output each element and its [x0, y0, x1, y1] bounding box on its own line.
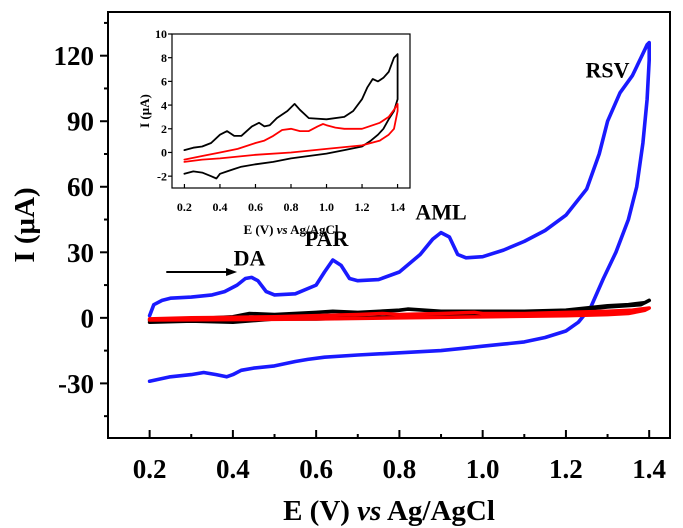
y-tick-label: 0	[81, 303, 95, 333]
x-tick-label: 1.4	[390, 200, 405, 214]
x-tick-label: 0.2	[177, 200, 192, 214]
y-tick-label: 10	[155, 27, 167, 41]
peak-annotation: DA	[234, 245, 266, 270]
y-tick-label: 60	[67, 172, 94, 202]
label-part: Ag/AgCl	[288, 222, 339, 237]
label-part: μA	[137, 98, 152, 115]
x-tick-label: 1.2	[355, 200, 370, 214]
y-tick-label: 4	[161, 98, 167, 112]
label-part: vs	[277, 222, 288, 237]
y-axis-title: I (μA)	[137, 94, 152, 128]
peak-annotation: PAR	[305, 226, 350, 251]
label-part: E (V)	[244, 222, 277, 237]
peak-annotation: RSV	[586, 58, 630, 83]
x-tick-label: 0.2	[133, 454, 167, 484]
y-tick-label: -2	[157, 169, 167, 183]
x-tick-label: 1.0	[466, 454, 500, 484]
y-tick-label: 0	[161, 146, 167, 160]
label-part: )	[137, 94, 152, 98]
series-line	[147, 40, 652, 384]
x-tick-label: 0.8	[383, 454, 417, 484]
label-part: I (	[9, 234, 41, 262]
series-line	[183, 53, 399, 180]
label-part: Ag/AgCl	[381, 495, 495, 527]
y-tick-label: 2	[161, 122, 167, 136]
x-tick-label: 1.2	[549, 454, 583, 484]
label-part: μA	[9, 197, 41, 234]
inset-plot: 0.2 0.4 0.6 0.8 1.0 1.2 1.4 -2 0 2 4 6 8 10 E (V) vs A…	[137, 27, 411, 237]
plot-area	[172, 34, 410, 188]
x-tick-label: 0.8	[284, 200, 299, 214]
x-tick-label: 1.0	[319, 200, 334, 214]
plot-frame	[107, 11, 671, 439]
x-tick-label: 1.4	[632, 454, 666, 484]
x-axis-title: E (V) vs Ag/AgCl	[244, 222, 339, 237]
x-tick-label: 0.4	[212, 200, 227, 214]
x-tick-label: 0.6	[299, 454, 333, 484]
peak-annotation: AML	[415, 200, 466, 225]
y-axis-title: I (μA)	[9, 187, 41, 262]
y-tick-label: 120	[54, 41, 95, 71]
label-part: E (V)	[283, 495, 357, 527]
series-line	[183, 103, 399, 163]
label-part: )	[9, 187, 41, 197]
y-tick-label: 90	[67, 107, 94, 137]
x-tick-label: 0.6	[248, 200, 263, 214]
series-line	[147, 306, 652, 322]
y-tick-label: 30	[67, 238, 94, 268]
label-part: I (	[137, 115, 152, 128]
label-part: vs	[357, 495, 381, 527]
y-tick-label: 8	[161, 51, 167, 65]
x-axis-title: E (V) vs Ag/AgCl	[283, 495, 495, 527]
x-tick-label: 0.4	[216, 454, 250, 484]
y-tick-label: 6	[161, 75, 167, 89]
scan-direction-arrowhead	[226, 267, 238, 276]
y-tick-label: -30	[58, 369, 94, 399]
